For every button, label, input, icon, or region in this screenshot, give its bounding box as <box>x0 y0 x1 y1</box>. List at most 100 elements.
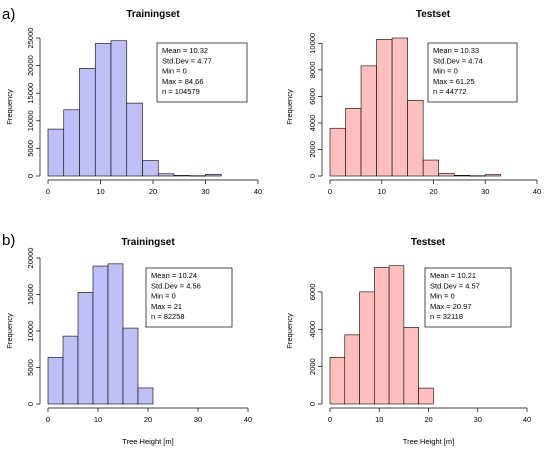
histogram-bar <box>360 292 375 404</box>
y-axis-trainingset-b: 0 5000 10000 15000 20000 <box>26 248 40 407</box>
histogram-bar <box>64 110 80 176</box>
stats-line: Max = 61.25 <box>433 77 474 86</box>
histogram-bar <box>454 175 470 176</box>
histogram-bar <box>111 41 127 176</box>
histogram-bar <box>78 292 93 404</box>
panel-label-b: b) <box>2 232 15 249</box>
stats-line: n = 104579 <box>162 87 200 96</box>
chart-trainingset-a: Trainingset 0 10 20 30 40 0 5000 10000 15000 20000… <box>5 9 262 196</box>
histogram-bar <box>63 336 78 404</box>
x-tick-label: 20 <box>144 415 152 424</box>
y-axis-label-trainingset-a: Frequency <box>5 89 14 125</box>
stats-line: n = 44772 <box>433 87 467 96</box>
x-axis-label-testset-b: Tree Height [m] <box>403 437 454 446</box>
x-axis-label-trainingset-b: Tree Height [m] <box>122 437 173 446</box>
x-tick-label: 40 <box>523 415 531 424</box>
y-tick-label: 2000 <box>308 141 317 158</box>
histogram-bar <box>95 44 111 176</box>
y-tick-label: 5000 <box>26 140 35 157</box>
histogram-bar <box>330 357 345 404</box>
x-tick-label: 30 <box>481 187 489 196</box>
chart-title-testset-b: Testset <box>411 237 446 248</box>
stats-line: Mean = 10.24 <box>151 271 197 280</box>
stats-line: n = 32118 <box>430 312 463 321</box>
x-tick-label: 0 <box>328 187 332 196</box>
y-tick-label: 10000 <box>308 33 317 54</box>
y-tick-label: 0 <box>26 174 35 178</box>
x-tick-label: 20 <box>424 415 432 424</box>
chart-title-trainingset-b: Trainingset <box>121 237 175 248</box>
x-tick-label: 10 <box>94 415 102 424</box>
histogram-bar <box>423 160 439 176</box>
y-axis-label-testset-a: Frequency <box>285 89 294 125</box>
stats-line: Min = 0 <box>433 67 458 76</box>
histogram-bar <box>361 66 377 176</box>
histogram-bar <box>158 174 174 176</box>
x-tick-label: 30 <box>201 187 209 196</box>
x-tick-label: 0 <box>46 187 50 196</box>
x-tick-label: 10 <box>378 187 386 196</box>
y-tick-label: 15000 <box>26 284 35 305</box>
y-axis-label-testset-b: Frequency <box>285 313 294 349</box>
stats-line: Mean = 10.33 <box>433 46 479 55</box>
histogram-bar <box>143 161 159 176</box>
y-tick-label: 6000 <box>308 88 317 105</box>
x-axis-trainingset-a: 0 10 20 30 40 <box>46 180 262 196</box>
y-tick-label: 10000 <box>26 110 35 131</box>
stats-line: Min = 0 <box>151 292 176 301</box>
histogram-bar <box>93 266 108 404</box>
histogram-bar <box>80 68 96 176</box>
x-tick-label: 30 <box>194 415 202 424</box>
stats-line: Mean = 10.21 <box>430 271 476 280</box>
chart-title-trainingset-a: Trainingset <box>126 9 180 20</box>
x-tick-label: 40 <box>254 187 262 196</box>
y-tick-label: 2000 <box>308 358 317 375</box>
y-tick-label: 0 <box>308 402 317 406</box>
x-tick-label: 10 <box>96 187 104 196</box>
x-tick-label: 30 <box>474 415 482 424</box>
y-tick-label: 5000 <box>26 359 35 376</box>
x-tick-label: 20 <box>429 187 437 196</box>
y-tick-label: 20000 <box>26 248 35 269</box>
stats-line: Min = 0 <box>162 67 187 76</box>
histogram-bar <box>138 388 153 404</box>
histogram-bar <box>439 173 455 176</box>
histogram-bar <box>174 175 190 176</box>
histogram-bar <box>206 174 222 176</box>
stats-line: Max = 20.97 <box>430 302 471 311</box>
x-tick-label: 0 <box>46 415 50 424</box>
histogram-bar <box>48 357 63 404</box>
y-axis-label-trainingset-b: Frequency <box>5 313 14 349</box>
y-tick-label: 4000 <box>308 115 317 132</box>
y-tick-label: 10000 <box>26 321 35 342</box>
y-tick-label: 0 <box>308 174 317 178</box>
y-tick-label: 0 <box>26 402 35 406</box>
stats-line: Std.Dev = 4.77 <box>162 56 212 65</box>
stats-line: Std.Dev = 4.74 <box>433 56 483 65</box>
histogram-bar <box>389 266 404 404</box>
histogram-bar <box>123 328 138 404</box>
y-tick-label: 15000 <box>26 83 35 104</box>
histogram-bar <box>404 327 419 404</box>
chart-title-testset-a: Testset <box>416 9 451 20</box>
y-tick-label: 25000 <box>26 28 35 49</box>
histogram-bar <box>48 129 64 176</box>
histogram-bar <box>108 264 123 404</box>
x-tick-label: 20 <box>149 187 157 196</box>
y-tick-label: 20000 <box>26 55 35 76</box>
histogram-bar <box>392 38 408 176</box>
histogram-bar <box>419 388 434 404</box>
stats-line: Max = 21 <box>151 302 182 311</box>
histogram-bar <box>346 108 362 176</box>
histogram-bar <box>408 100 424 176</box>
